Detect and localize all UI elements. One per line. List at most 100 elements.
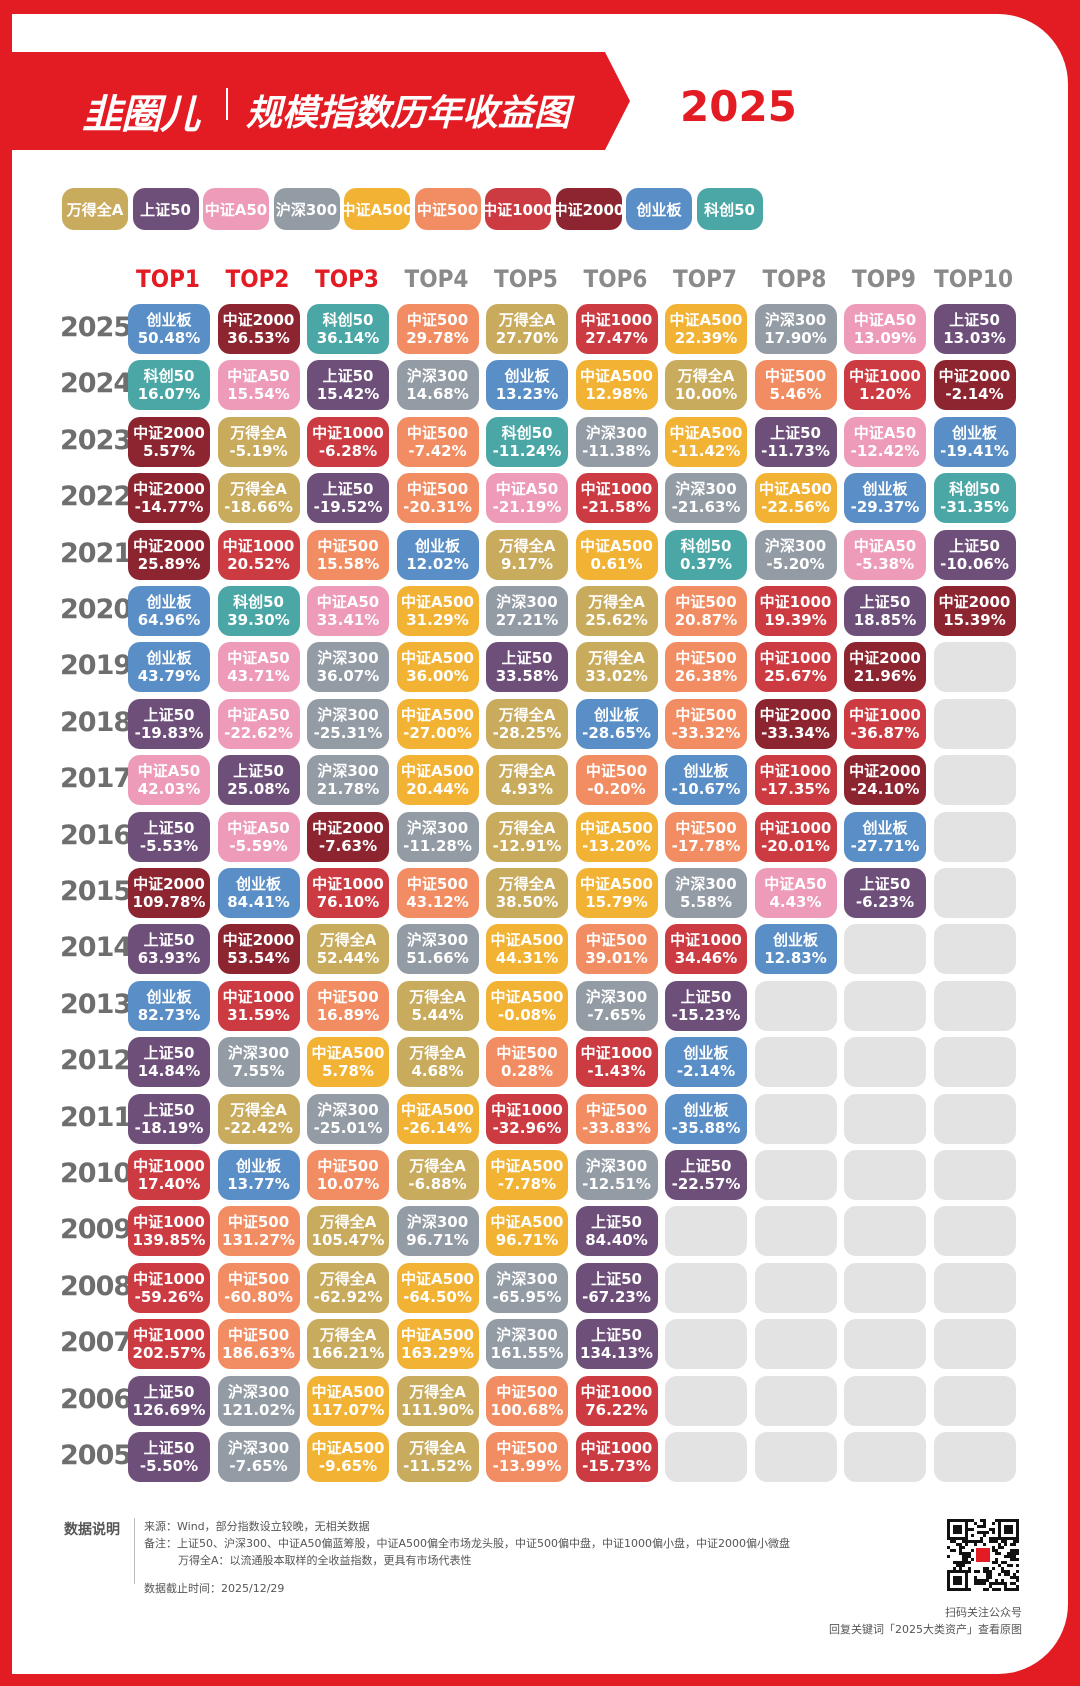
ranking-cell: 中证A50 33.41% bbox=[307, 586, 389, 636]
ranking-cell: 上证50 13.03% bbox=[933, 304, 1016, 354]
return-value: -6.88% bbox=[408, 1175, 467, 1193]
return-value: 5.44% bbox=[411, 1005, 464, 1024]
return-value: -17.78% bbox=[671, 836, 741, 855]
return-value: -25.31% bbox=[313, 723, 383, 742]
note-wind: 万得全A：以流通股本取样的全收益指数，更具有市场代表性 bbox=[178, 1554, 472, 1567]
return-value: -22.62% bbox=[224, 723, 293, 742]
ranking-cell: 创业板 -10.67% bbox=[665, 755, 747, 806]
ranking-cell: 万得全A 4.68% bbox=[396, 1037, 479, 1088]
return-value: -17.35% bbox=[761, 780, 830, 799]
return-value: 186.63% bbox=[222, 1344, 295, 1363]
ranking-cell: 中证500 -60.80% bbox=[217, 1262, 300, 1313]
return-value: -21.63% bbox=[671, 498, 741, 517]
year-label: 2024 bbox=[60, 368, 132, 400]
year-label: 2008 bbox=[60, 1270, 132, 1302]
index-name: 中证1000 bbox=[133, 1269, 205, 1288]
return-value: -11.52% bbox=[403, 1457, 472, 1475]
return-value: -19.41% bbox=[940, 441, 1009, 460]
ranking-cell: 万得全A 10.00% bbox=[665, 360, 747, 411]
return-value: 31.29% bbox=[406, 611, 469, 629]
ranking-cell: 科创50 36.14% bbox=[307, 304, 389, 354]
return-value: -13.20% bbox=[582, 836, 651, 855]
index-name: 中证2000 bbox=[133, 480, 205, 499]
year-label: 2025 bbox=[680, 82, 797, 131]
return-value: -18.66% bbox=[224, 498, 293, 517]
return-value: 5.78% bbox=[321, 1062, 375, 1081]
return-value: -7.65% bbox=[229, 1457, 288, 1475]
return-value: 43.71% bbox=[227, 667, 290, 686]
return-value: -33.83% bbox=[582, 1118, 651, 1137]
ranking-cell: 中证500 -0.20% bbox=[575, 755, 658, 806]
return-value: 20.87% bbox=[674, 611, 738, 629]
index-name: 沪深300 bbox=[764, 311, 827, 329]
ranking-cell: 中证A500 12.98% bbox=[575, 360, 658, 411]
return-value: 33.02% bbox=[585, 667, 648, 686]
return-value: 43.12% bbox=[406, 893, 469, 911]
index-name: 万得全A bbox=[319, 931, 377, 950]
ranking-cell: 创业板 -2.14% bbox=[665, 1037, 747, 1088]
return-value: 36.07% bbox=[316, 667, 380, 686]
return-value: 7.55% bbox=[232, 1062, 285, 1081]
index-name: 中证1000 bbox=[312, 875, 384, 893]
ranking-cell: 沪深300 -65.95% bbox=[486, 1262, 568, 1313]
return-value: -11.42% bbox=[671, 441, 741, 460]
index-name: 科创50 bbox=[501, 423, 553, 442]
ranking-cell: 万得全A 38.50% bbox=[486, 868, 568, 918]
ranking-cell: 上证50 -11.73% bbox=[754, 416, 837, 467]
index-name: 沪深300 bbox=[406, 367, 469, 386]
index-name: 中证A500 bbox=[490, 1157, 564, 1175]
return-value: -20.01% bbox=[761, 836, 830, 855]
legend-item: 万得全A bbox=[62, 188, 128, 230]
return-value: 109.78% bbox=[132, 893, 206, 911]
return-value: 117.07% bbox=[311, 1400, 385, 1419]
index-name: 中证500 bbox=[675, 593, 737, 611]
ranking-cell: 上证50 18.85% bbox=[844, 586, 926, 636]
ranking-cell: 万得全A 111.90% bbox=[396, 1375, 479, 1426]
empty-cell bbox=[844, 924, 926, 975]
index-name: 创业板 bbox=[862, 818, 908, 837]
column-header: TOP7 bbox=[673, 265, 737, 293]
index-name: 中证500 bbox=[764, 367, 827, 386]
index-name: 上证50 bbox=[680, 987, 732, 1006]
return-value: 76.22% bbox=[585, 1400, 648, 1419]
index-name: 中证1000 bbox=[133, 1326, 205, 1345]
index-name: 科创50 bbox=[949, 480, 1000, 499]
return-value: 10.07% bbox=[316, 1175, 380, 1193]
return-value: 25.89% bbox=[137, 554, 201, 573]
index-name: 中证500 bbox=[406, 311, 469, 329]
index-name: 中证2000 bbox=[133, 536, 205, 555]
return-value: 10.00% bbox=[674, 385, 738, 404]
ranking-cell: 中证500 186.63% bbox=[217, 1319, 300, 1370]
ranking-cell: 沪深300 -5.20% bbox=[754, 529, 837, 580]
return-value: -27.00% bbox=[403, 723, 472, 742]
index-name: 中证1000 bbox=[759, 818, 832, 837]
empty-cell bbox=[754, 1262, 837, 1313]
empty-cell bbox=[933, 811, 1016, 862]
ranking-cell: 中证A500 -64.50% bbox=[396, 1262, 479, 1313]
index-name: 创业板 bbox=[235, 875, 281, 893]
return-value: 42.03% bbox=[137, 780, 201, 799]
index-name: 中证A500 bbox=[669, 311, 743, 329]
title-banner bbox=[0, 52, 630, 150]
return-value: -7.63% bbox=[318, 836, 378, 855]
ranking-cell: 中证A50 -22.62% bbox=[217, 698, 300, 749]
legend-item: 中证1000 bbox=[482, 188, 554, 230]
ranking-cell: 沪深300 121.02% bbox=[217, 1375, 300, 1426]
return-value: 21.78% bbox=[316, 780, 380, 799]
year-label: 2006 bbox=[60, 1383, 132, 1415]
index-name: 中证500 bbox=[317, 1157, 379, 1175]
ranking-cell: 中证1000 -32.96% bbox=[486, 1093, 568, 1144]
column-header: TOP6 bbox=[583, 265, 648, 293]
return-value: -20.31% bbox=[403, 498, 472, 517]
index-name: 中证500 bbox=[585, 931, 648, 950]
ranking-cell: 中证1000 -17.35% bbox=[754, 755, 837, 806]
index-name: 创业板 bbox=[146, 649, 192, 668]
column-header: TOP5 bbox=[494, 265, 558, 293]
return-value: 26.38% bbox=[674, 667, 738, 686]
return-value: -2.14% bbox=[945, 385, 1004, 404]
index-name: 中证A500 bbox=[580, 818, 653, 837]
index-name: 沪深300 bbox=[227, 1044, 290, 1063]
return-value: 161.55% bbox=[490, 1344, 564, 1363]
return-value: 1.20% bbox=[858, 385, 912, 404]
index-name: 中证1000 bbox=[759, 593, 832, 611]
